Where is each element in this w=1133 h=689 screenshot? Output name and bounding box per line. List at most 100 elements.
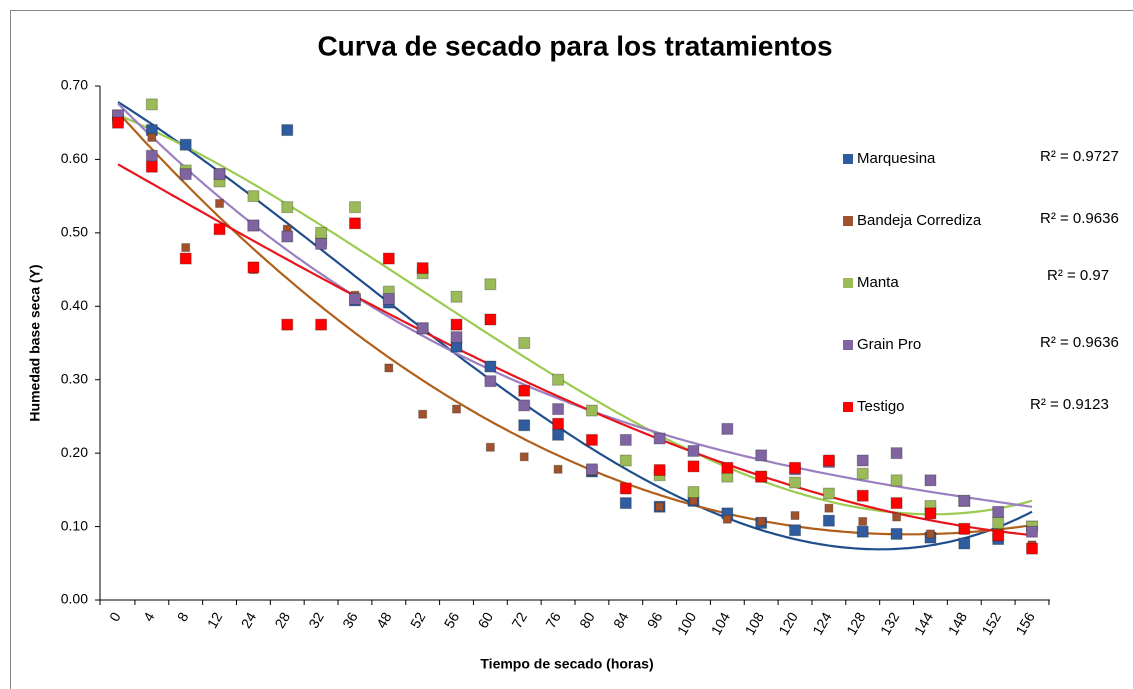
data-point — [348, 292, 361, 305]
data-point — [348, 201, 361, 214]
data-point — [348, 217, 361, 230]
data-point — [519, 452, 529, 462]
data-point — [518, 399, 531, 412]
y-axis-label: Humedad base seca (Y) — [27, 264, 43, 421]
legend-marker — [843, 340, 853, 350]
trendline — [117, 163, 1033, 537]
data-point — [450, 318, 463, 331]
x-axis-label: Tiempo de secado (horas) — [480, 656, 653, 672]
data-point — [756, 516, 766, 526]
legend-marker — [843, 402, 853, 412]
data-point — [552, 428, 565, 441]
data-point — [281, 230, 294, 243]
legend-label: Bandeja Corrediza — [857, 212, 982, 229]
data-point — [181, 243, 191, 253]
data-point — [789, 476, 802, 489]
data-point — [553, 464, 563, 474]
data-point — [822, 514, 835, 527]
y-tick-label: 0.00 — [61, 591, 88, 607]
data-point — [687, 444, 700, 457]
data-point — [856, 454, 869, 467]
data-point — [721, 461, 734, 474]
data-point — [382, 252, 395, 265]
data-point — [247, 219, 260, 232]
legend-label: Testigo — [857, 398, 905, 415]
trendline-r2: R² = 0.9636 — [1040, 334, 1119, 351]
data-point — [552, 403, 565, 416]
data-point — [484, 375, 497, 388]
data-point — [145, 160, 158, 173]
trendline-r2: R² = 0.9727 — [1040, 148, 1119, 165]
legend-label: Grain Pro — [857, 336, 921, 353]
x-tick-label: 28 — [271, 609, 293, 631]
legend-label: Manta — [857, 274, 899, 291]
legend-label: Marquesina — [857, 150, 936, 167]
data-point — [655, 502, 665, 512]
data-point — [213, 168, 226, 181]
data-point — [485, 442, 495, 452]
x-tick-label: 52 — [407, 609, 429, 631]
data-point — [858, 516, 868, 526]
data-point — [890, 497, 903, 510]
data-point — [856, 489, 869, 502]
data-point — [653, 432, 666, 445]
chart-title: Curva de secado para los tratamientos — [317, 30, 832, 61]
data-point — [518, 337, 531, 349]
data-point — [688, 496, 698, 506]
legend-marker — [843, 154, 853, 164]
data-point — [179, 168, 192, 181]
data-point — [856, 525, 869, 538]
data-point — [552, 417, 565, 430]
data-point — [619, 497, 632, 510]
x-tick-label: 32 — [305, 609, 327, 631]
x-tick-label: 56 — [441, 609, 463, 631]
data-point — [822, 454, 835, 467]
data-point — [890, 447, 903, 460]
data-point — [958, 494, 971, 507]
data-point — [789, 461, 802, 474]
y-tick-label: 0.70 — [61, 77, 88, 93]
data-point — [892, 512, 902, 522]
data-point — [721, 422, 734, 435]
x-tick-label: 80 — [576, 609, 598, 631]
data-point — [247, 190, 260, 203]
data-point — [484, 360, 497, 373]
data-point — [1026, 525, 1038, 538]
trendline — [117, 111, 1033, 536]
data-point — [755, 449, 768, 462]
data-point — [755, 470, 768, 483]
data-point — [315, 318, 328, 331]
data-point — [179, 138, 192, 151]
x-tick-label: 76 — [542, 609, 564, 631]
data-point — [924, 507, 937, 520]
data-point — [619, 482, 632, 495]
data-point — [382, 292, 395, 305]
data-point — [484, 313, 497, 326]
data-point — [418, 409, 428, 419]
data-point — [924, 474, 937, 487]
data-point — [958, 537, 971, 550]
data-point — [890, 527, 903, 540]
x-tick-label: 36 — [339, 609, 361, 631]
data-point — [585, 463, 598, 476]
trendline-r2: R² = 0.9636 — [1040, 210, 1119, 227]
trendline — [117, 101, 1033, 551]
data-point — [824, 503, 834, 513]
trendline-r2: R² = 0.97 — [1047, 267, 1109, 284]
x-tick-label: 72 — [508, 609, 530, 631]
data-point — [518, 419, 531, 432]
data-point — [416, 262, 429, 275]
data-point — [147, 132, 157, 142]
data-point — [619, 454, 632, 467]
data-point — [789, 524, 802, 537]
chart-border — [10, 10, 1133, 689]
data-point — [179, 252, 192, 265]
x-tick-label: 12 — [204, 609, 226, 631]
data-point — [992, 529, 1005, 542]
data-point — [518, 384, 531, 397]
data-point — [416, 322, 429, 335]
y-tick-label: 0.20 — [61, 444, 88, 460]
y-tick-label: 0.60 — [61, 150, 88, 166]
